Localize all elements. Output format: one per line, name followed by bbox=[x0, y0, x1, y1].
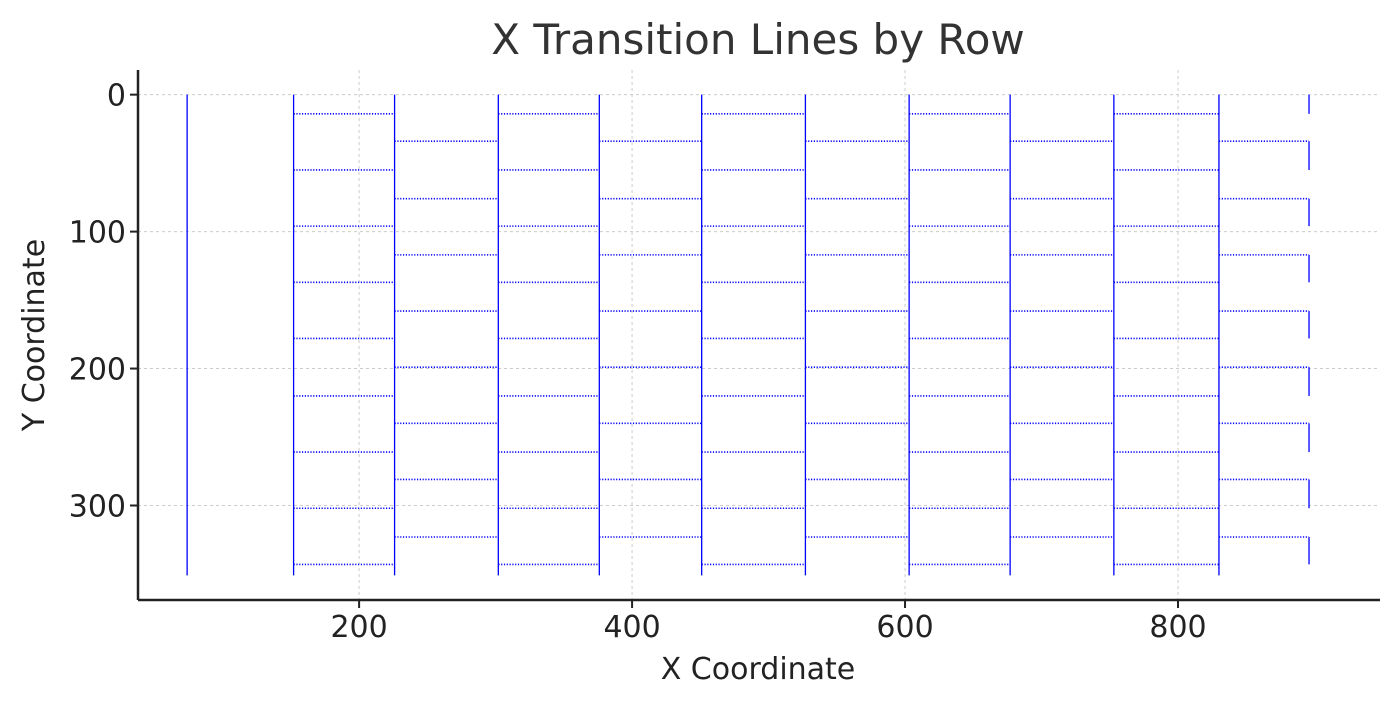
y-tick-label: 200 bbox=[69, 353, 126, 388]
x-tick-label: 200 bbox=[330, 610, 387, 645]
x-tick-label: 600 bbox=[876, 610, 933, 645]
y-tick-label: 0 bbox=[107, 79, 126, 114]
data-lines bbox=[186, 94, 1310, 576]
ticks: 200 400 600 800 0 100 200 300 bbox=[69, 79, 1207, 645]
x-tick-label: 400 bbox=[603, 610, 660, 645]
grid-lines bbox=[138, 70, 1380, 600]
y-tick-label: 100 bbox=[69, 216, 126, 251]
y-axis-label: Y Coordinate bbox=[17, 239, 52, 432]
y-tick-label: 300 bbox=[69, 490, 126, 525]
x-tick-label: 800 bbox=[1149, 610, 1206, 645]
x-axis-label: X Coordinate bbox=[661, 652, 856, 687]
chart-title: X Transition Lines by Row bbox=[491, 15, 1025, 64]
axes bbox=[136, 70, 1380, 602]
